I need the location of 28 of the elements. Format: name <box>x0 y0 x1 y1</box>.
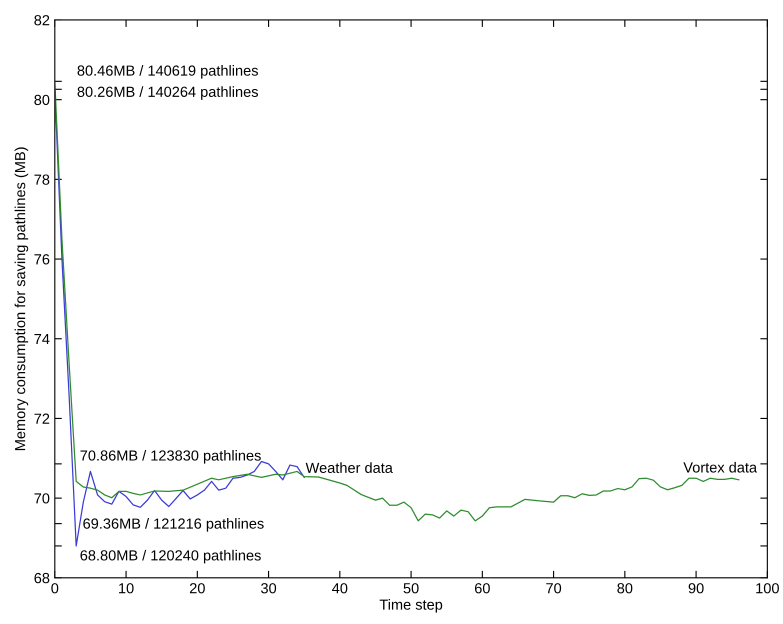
y-tick-label: 74 <box>34 334 50 344</box>
y-tick-label: 72 <box>34 414 50 424</box>
y-tick-label: 80 <box>34 94 50 106</box>
x-tick-label: 10 <box>119 583 134 594</box>
series-label: Vortex data <box>683 462 758 473</box>
y-tick-label: 68 <box>34 572 50 584</box>
annotation: 69.36MB / 121216 pathlines <box>83 518 264 532</box>
x-tick-label: 60 <box>474 583 490 594</box>
y-tick-label: 78 <box>34 174 50 185</box>
x-axis-title: Time step <box>380 599 442 613</box>
x-tick-label: 0 <box>51 583 58 594</box>
x-tick-label: 90 <box>688 583 704 594</box>
series-label: Weather data <box>306 462 393 473</box>
annotation: 80.46MB / 140619 pathlines <box>78 65 258 79</box>
x-tick-label: 80 <box>617 583 632 594</box>
x-tick-label: 30 <box>261 583 276 594</box>
x-tick-label: 50 <box>404 583 419 594</box>
y-tick-label: 70 <box>34 493 50 504</box>
y-tick-label: 76 <box>34 254 50 264</box>
y-tick-label: 82 <box>34 15 50 26</box>
x-tick-label: 20 <box>190 583 205 594</box>
annotation: 68.80MB / 120240 pathlines <box>80 550 261 564</box>
annotation: 80.26MB / 140264 pathlines <box>78 86 258 100</box>
x-tick-label: 70 <box>546 583 562 594</box>
x-tick-label: 40 <box>332 583 348 594</box>
x-tick-label: 100 <box>756 583 779 594</box>
annotation: 70.86MB / 123830 pathlines <box>80 450 261 464</box>
y-axis-title: Memory consumption for saving pathlines (MB) <box>14 147 28 450</box>
